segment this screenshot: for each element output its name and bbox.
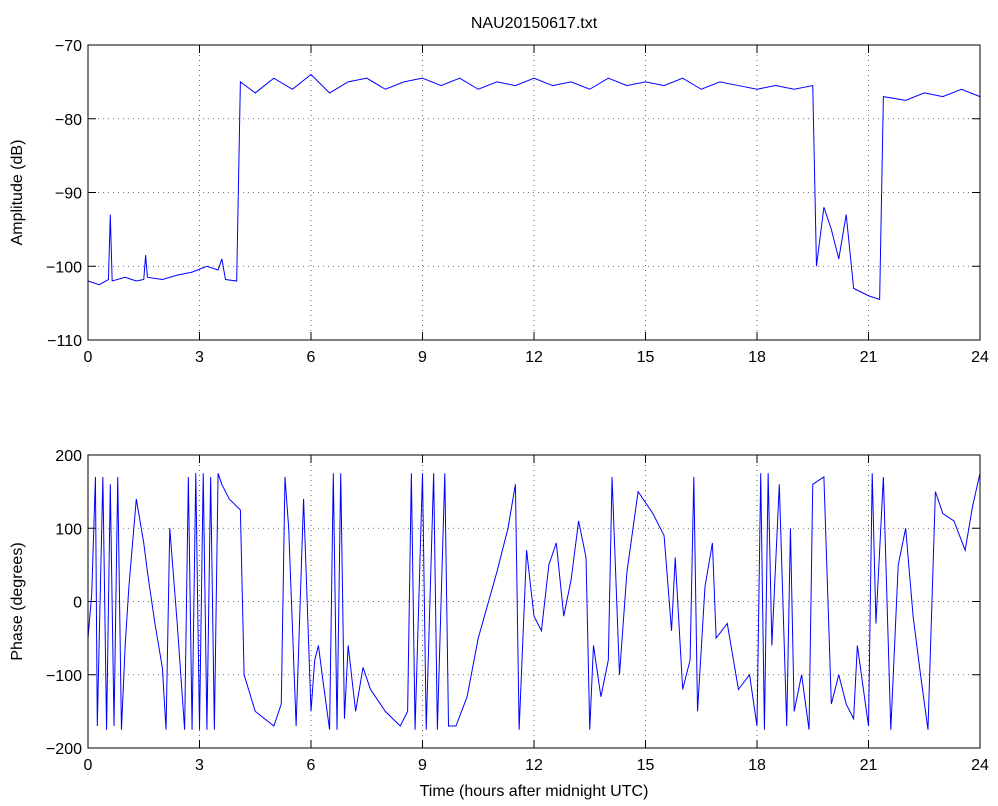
x-tick-label: 24 — [971, 757, 989, 774]
y-axis-label: Phase (degrees) — [9, 542, 26, 660]
y-tick-label: 100 — [55, 521, 82, 538]
axes-box — [87, 454, 981, 749]
axes-box — [87, 44, 981, 341]
y-tick-label: 200 — [55, 448, 82, 465]
x-axis-label: Time (hours after midnight UTC) — [420, 783, 649, 800]
y-tick-label: −100 — [46, 668, 82, 685]
y-axis-label: Amplitude (dB) — [9, 140, 26, 246]
x-tick-label: 21 — [860, 757, 878, 774]
x-tick-label: 9 — [418, 757, 427, 774]
x-tick-label: 21 — [860, 349, 878, 366]
x-tick-label: 15 — [637, 349, 655, 366]
x-tick-label: 18 — [748, 757, 766, 774]
x-tick-label: 3 — [195, 349, 204, 366]
x-tick-label: 6 — [307, 757, 316, 774]
x-tick-label: 3 — [195, 757, 204, 774]
x-tick-label: 12 — [525, 757, 543, 774]
data-line — [87, 73, 981, 301]
chart-title: NAU20150617.txt — [471, 15, 598, 32]
x-tick-label: 0 — [84, 757, 93, 774]
y-tick-label: −200 — [46, 741, 82, 758]
x-tick-label: 18 — [748, 349, 766, 366]
y-tick-label: −110 — [47, 333, 82, 350]
x-tick-label: 15 — [637, 757, 655, 774]
x-tick-label: 0 — [84, 349, 93, 366]
y-tick-label: −70 — [55, 38, 82, 55]
y-tick-label: −90 — [55, 186, 82, 203]
x-tick-label: 9 — [418, 349, 427, 366]
y-tick-label: −100 — [46, 259, 82, 276]
y-tick-label: −80 — [55, 112, 82, 129]
x-tick-label: 6 — [307, 349, 316, 366]
x-tick-label: 24 — [971, 349, 989, 366]
y-tick-label: 0 — [73, 595, 82, 612]
data-line — [87, 473, 981, 730]
x-tick-label: 12 — [525, 349, 543, 366]
